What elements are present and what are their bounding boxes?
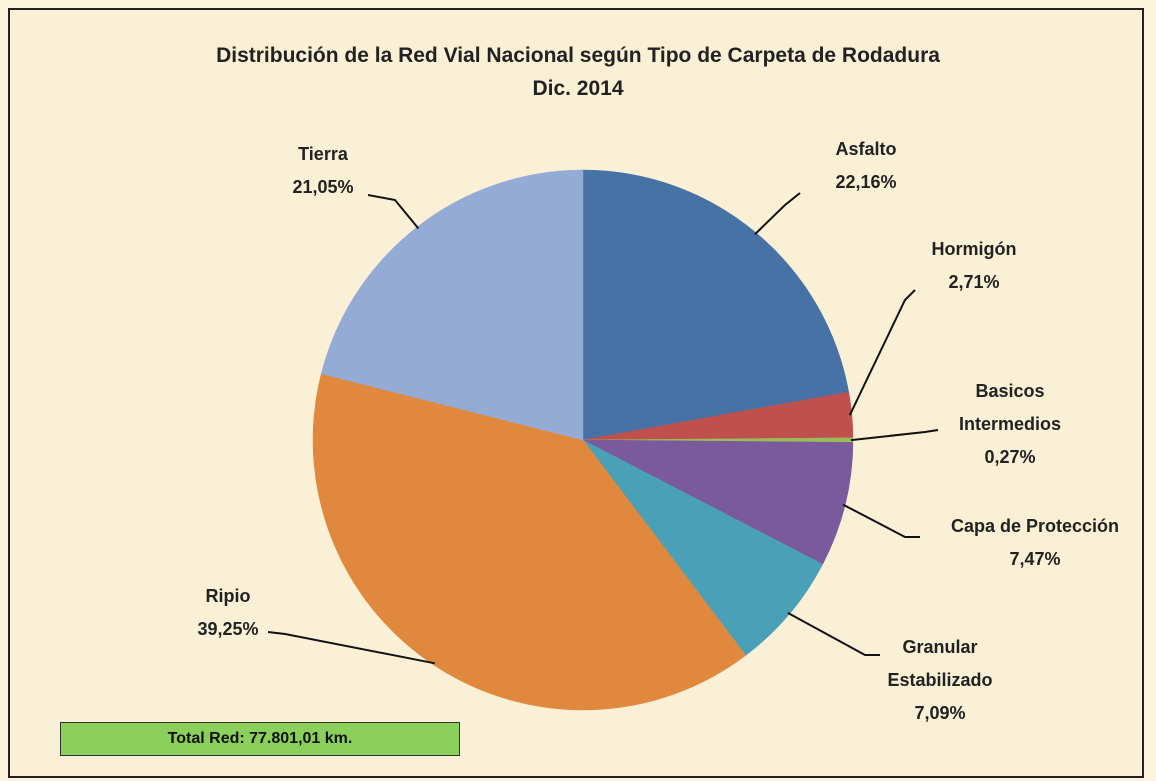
- pie-slice: [312, 373, 747, 711]
- data-label: Hormigón 2,71%: [904, 233, 1044, 299]
- chart-subtitle: Dic. 2014: [532, 77, 624, 100]
- data-label: Capa de Protección 7,47%: [920, 510, 1150, 576]
- category-label: Basicos Intermedios: [958, 381, 1062, 434]
- category-label: Ripio: [205, 586, 251, 606]
- data-label: Granular Estabilizado 7,09%: [865, 631, 1015, 730]
- chart-title: Distribución de la Red Vial Nacional seg…: [216, 44, 940, 67]
- value-label: 0,27%: [984, 447, 1036, 467]
- total-annotation: Total Red: 77.801,01 km.: [60, 722, 460, 756]
- category-label: Capa de Protección: [950, 516, 1120, 536]
- leader-line: [842, 503, 920, 538]
- leader-line: [848, 289, 916, 416]
- category-label: Hormigón: [931, 239, 1017, 259]
- value-label: 7,47%: [1009, 549, 1061, 569]
- data-label: Ripio 39,25%: [168, 580, 288, 646]
- value-label: 2,71%: [948, 272, 1000, 292]
- value-label: 7,09%: [914, 703, 966, 723]
- value-label: 22,16%: [835, 172, 897, 192]
- data-label: Tierra 21,05%: [263, 138, 383, 204]
- data-label: Asfalto 22,16%: [796, 133, 936, 199]
- leader-line: [367, 194, 420, 230]
- leader-line: [267, 631, 435, 665]
- value-label: 21,05%: [292, 177, 354, 197]
- category-label: Asfalto: [835, 139, 897, 159]
- data-label: Basicos Intermedios 0,27%: [935, 375, 1085, 474]
- category-label: Tierra: [298, 144, 348, 164]
- leader-line: [787, 611, 880, 656]
- leader-line: [850, 429, 939, 442]
- category-label: Granular Estabilizado: [887, 637, 993, 690]
- value-label: 39,25%: [197, 619, 259, 639]
- leader-line: [754, 192, 801, 236]
